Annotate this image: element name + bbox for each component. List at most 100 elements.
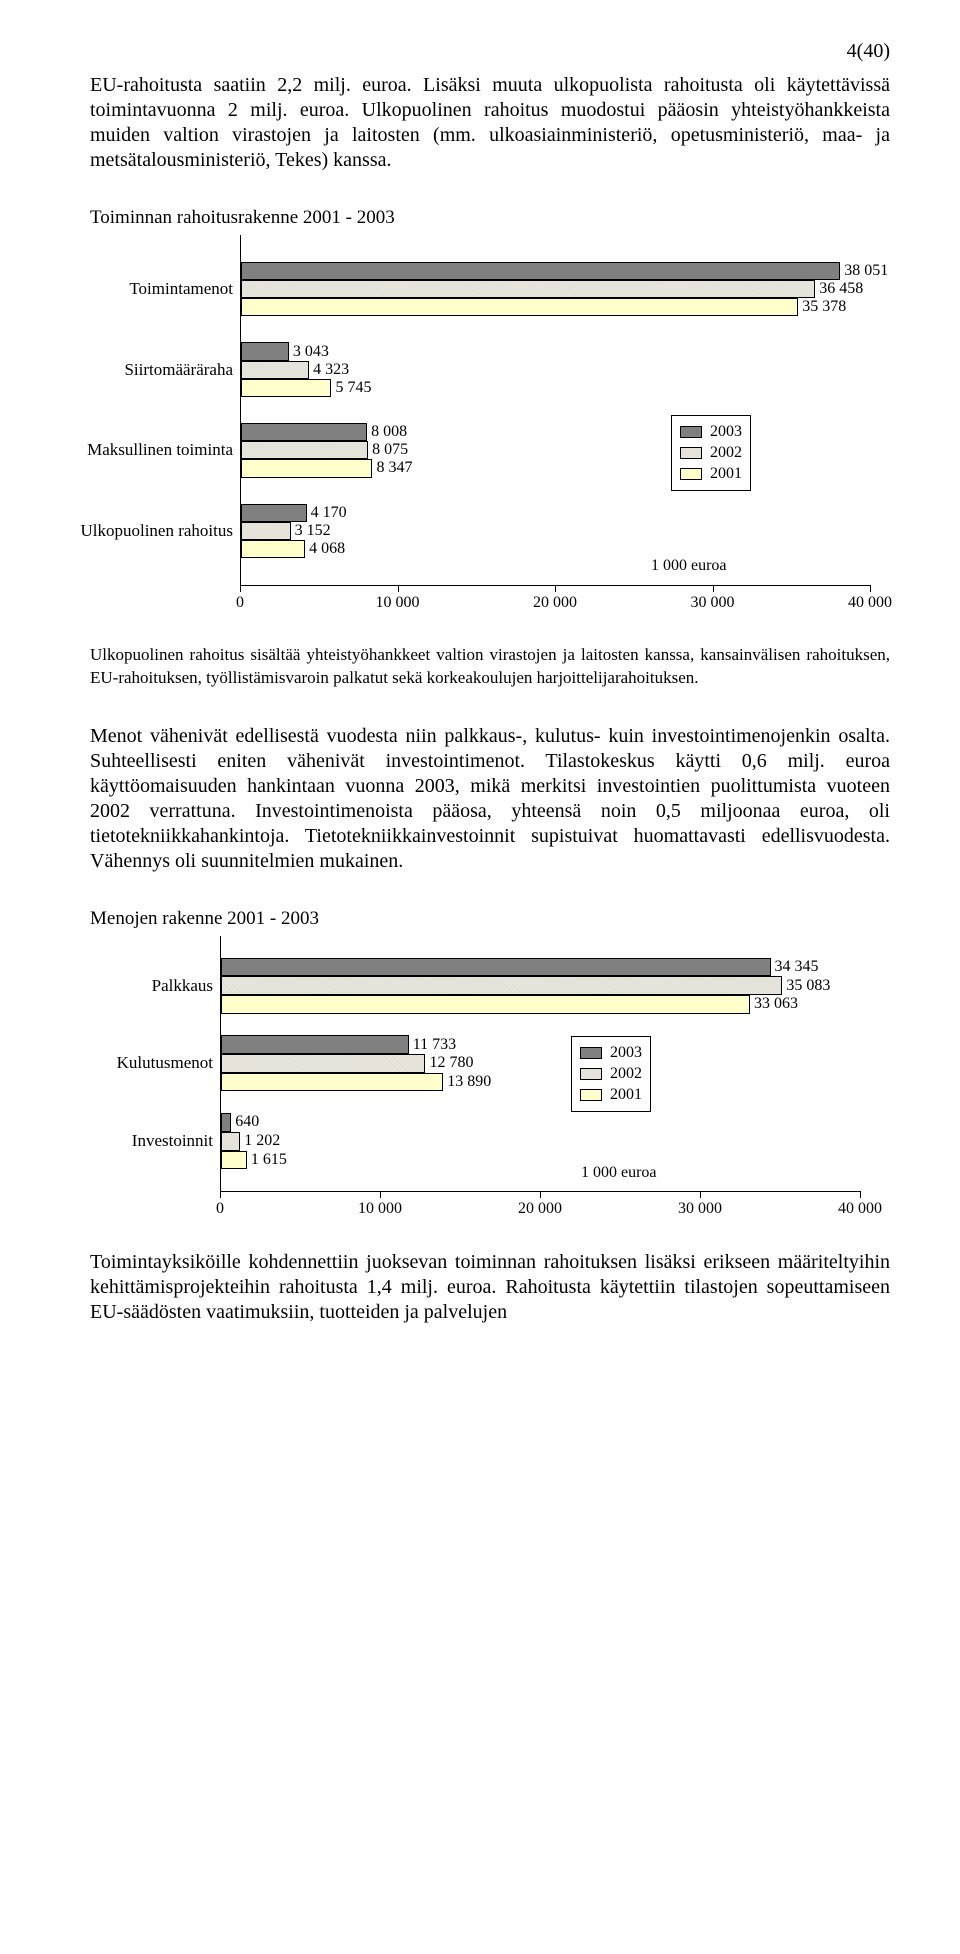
chart1-caption: Ulkopuolinen rahoitus sisältää yhteistyö… (90, 644, 890, 690)
chart-category-label: Siirtomääräraha (124, 360, 241, 380)
chart-category-group: Toimintamenot38 05136 45835 378 (241, 262, 871, 316)
chart-category-group: Palkkaus34 34535 08333 063 (221, 958, 861, 1014)
chart-legend-swatch (680, 447, 702, 459)
chart-category-group: Investoinnit6401 2021 615 (221, 1113, 861, 1169)
chart-x-tick-label: 20 000 (533, 594, 577, 612)
chart-category-group: Kulutusmenot11 73312 78013 890 (221, 1035, 861, 1091)
chart-bar-value-label: 12 780 (429, 1054, 473, 1072)
chart-bar-value-label: 4 323 (313, 361, 349, 379)
chart-bar (241, 441, 368, 459)
chart-bar-value-label: 35 378 (802, 298, 846, 316)
chart-legend-row: 2002 (580, 1065, 642, 1083)
chart-bar-value-label: 8 075 (372, 441, 408, 459)
chart-x-tick (380, 1192, 381, 1198)
chart-x-tick-label: 0 (236, 594, 244, 612)
chart-category-label: Ulkopuolinen rahoitus (80, 521, 241, 541)
chart-bar-row: 36 458 (241, 280, 863, 298)
chart-bar (241, 280, 815, 298)
chart-bar (221, 1132, 240, 1151)
chart-legend-label: 2001 (710, 465, 742, 483)
chart-legend: 2003 2002 2001 (671, 415, 751, 491)
chart-bar (221, 995, 750, 1014)
chart-bar-value-label: 36 458 (819, 280, 863, 298)
chart-legend-swatch (680, 468, 702, 480)
chart-bar-row: 11 733 (221, 1035, 456, 1054)
chart-bar-row: 8 008 (241, 423, 407, 441)
chart-bar (221, 1113, 231, 1132)
chart-bar-row: 4 323 (241, 361, 349, 379)
page-number: 4(40) (90, 40, 890, 63)
chart-legend-label: 2003 (710, 423, 742, 441)
chart-legend-row: 2002 (680, 444, 742, 462)
chart-x-tick (240, 586, 241, 592)
chart-unit-label: 1 000 euroa (651, 557, 727, 575)
chart-bar-row: 3 152 (241, 522, 331, 540)
chart-legend-row: 2003 (680, 423, 742, 441)
chart-bar-row: 35 378 (241, 298, 846, 316)
page: 4(40) EU-rahoitusta saatiin 2,2 milj. eu… (0, 0, 960, 1393)
chart-bar (221, 1054, 425, 1073)
chart-bar-row: 12 780 (221, 1054, 473, 1073)
chart-bar-row: 5 745 (241, 379, 371, 397)
chart-bar-row: 34 345 (221, 958, 819, 977)
chart-bar-row: 4 170 (241, 504, 347, 522)
chart-bar-value-label: 8 347 (376, 459, 412, 477)
chart-x-tick-label: 40 000 (848, 594, 892, 612)
paragraph-2: Menot vähenivät edellisestä vuodesta nii… (90, 724, 890, 874)
chart-category-label: Toimintamenot (129, 279, 241, 299)
chart-bar-row: 8 075 (241, 441, 408, 459)
chart-x-tick-label: 30 000 (678, 1200, 722, 1218)
chart-legend-label: 2003 (610, 1044, 642, 1062)
chart-bar-row: 1 615 (221, 1151, 287, 1170)
chart-bar (221, 958, 771, 977)
chart-bar-row: 1 202 (221, 1132, 280, 1151)
chart2-x-axis: 010 00020 00030 00040 000 (220, 1192, 860, 1220)
chart-category-group: Siirtomääräraha3 0434 3235 745 (241, 342, 871, 396)
chart-bar-value-label: 4 170 (311, 504, 347, 522)
chart-legend-label: 2002 (610, 1065, 642, 1083)
chart-legend: 200320022001 (571, 1036, 651, 1112)
chart-bar (241, 361, 309, 379)
chart-legend-swatch (580, 1047, 602, 1059)
chart-legend-row: 2003 (580, 1044, 642, 1062)
chart-bar-row: 33 063 (221, 995, 798, 1014)
chart1-plot-area: Toimintamenot38 05136 45835 378 Siirtomää… (240, 235, 871, 586)
chart-x-tick (860, 1192, 861, 1198)
chart-bar-value-label: 1 202 (244, 1132, 280, 1150)
chart-bar-value-label: 1 615 (251, 1151, 287, 1169)
paragraph-3: Toimintayksiköille kohdennettiin juoksev… (90, 1250, 890, 1325)
chart2-plot-area: Palkkaus34 34535 08333 063 Kulutusmenot11… (220, 936, 861, 1192)
chart-bar-value-label: 5 745 (335, 379, 371, 397)
chart-bar-row: 8 347 (241, 459, 412, 477)
chart-legend-swatch (680, 426, 702, 438)
chart2: Palkkaus34 34535 08333 063 Kulutusmenot11… (220, 936, 890, 1220)
chart-x-tick (713, 586, 714, 592)
chart-bar (221, 1035, 409, 1054)
chart-x-tick-label: 0 (216, 1200, 224, 1218)
chart-bar (241, 423, 367, 441)
chart-x-tick-label: 40 000 (838, 1200, 882, 1218)
chart-bar-value-label: 3 152 (295, 522, 331, 540)
chart-unit-label: 1 000 euroa (581, 1164, 657, 1182)
chart-x-tick-label: 10 000 (376, 594, 420, 612)
chart1: Toimintamenot38 05136 45835 378 Siirtomää… (240, 235, 890, 614)
chart-legend-swatch (580, 1068, 602, 1080)
chart-bar-value-label: 11 733 (413, 1036, 456, 1054)
chart-bar (241, 522, 291, 540)
chart-x-tick-label: 20 000 (518, 1200, 562, 1218)
chart-bar (221, 1073, 443, 1092)
chart-bar-row: 4 068 (241, 540, 345, 558)
chart-x-tick (700, 1192, 701, 1198)
chart-bar-value-label: 35 083 (786, 977, 830, 995)
chart-bar-value-label: 38 051 (844, 262, 888, 280)
chart-bar (221, 1151, 247, 1170)
chart-bar-value-label: 8 008 (371, 423, 407, 441)
chart-legend-label: 2002 (710, 444, 742, 462)
chart1-title: Toiminnan rahoitusrakenne 2001 - 2003 (90, 207, 890, 229)
chart-bar (241, 298, 798, 316)
chart-bar-value-label: 13 890 (447, 1073, 491, 1091)
chart-bar-row: 38 051 (241, 262, 888, 280)
chart-bar-row: 13 890 (221, 1073, 491, 1092)
chart-legend-row: 2001 (680, 465, 742, 483)
chart-category-label: Investoinnit (132, 1131, 221, 1151)
